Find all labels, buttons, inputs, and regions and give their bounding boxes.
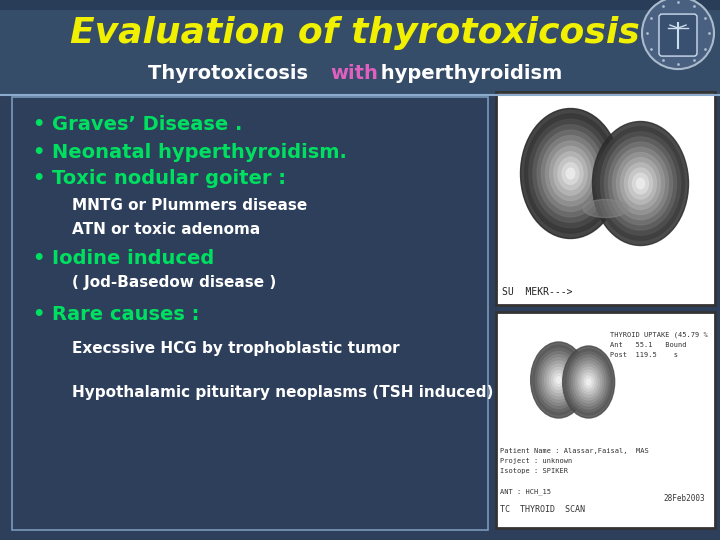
Text: •: • [32, 170, 45, 188]
Ellipse shape [571, 358, 606, 406]
Ellipse shape [562, 163, 579, 184]
Ellipse shape [558, 157, 583, 190]
Text: Graves’ Disease .: Graves’ Disease . [52, 116, 243, 134]
Text: ANT : HCH_15: ANT : HCH_15 [500, 488, 551, 495]
Ellipse shape [578, 367, 600, 397]
Text: 28Feb2003: 28Feb2003 [663, 494, 705, 503]
Ellipse shape [613, 147, 668, 220]
Text: Project : unknown: Project : unknown [500, 458, 572, 464]
Text: Hypothalamic pituitary neoplasms (TSH induced): Hypothalamic pituitary neoplasms (TSH in… [72, 384, 493, 400]
Ellipse shape [605, 137, 677, 230]
FancyBboxPatch shape [496, 92, 715, 305]
Ellipse shape [554, 374, 563, 386]
Bar [0, 0, 720, 94]
Ellipse shape [567, 168, 575, 179]
Ellipse shape [593, 122, 688, 246]
Ellipse shape [533, 125, 608, 222]
Ellipse shape [629, 168, 652, 199]
Text: Neonatal hyperthyroidism.: Neonatal hyperthyroidism. [52, 143, 347, 161]
Ellipse shape [541, 136, 600, 212]
Ellipse shape [576, 364, 602, 400]
Ellipse shape [542, 358, 575, 402]
Text: THYROID UPTAKE (45.79 %: THYROID UPTAKE (45.79 % [610, 332, 708, 339]
Ellipse shape [535, 348, 582, 411]
FancyBboxPatch shape [12, 97, 488, 530]
Ellipse shape [585, 376, 593, 388]
Ellipse shape [574, 361, 604, 403]
Text: SU  MEKR--->: SU MEKR---> [502, 287, 572, 297]
Text: hyperthyroidism: hyperthyroidism [374, 64, 562, 83]
Ellipse shape [632, 173, 649, 194]
Text: Patient Name : Alassar,Faisal,  MAS: Patient Name : Alassar,Faisal, MAS [500, 448, 649, 454]
Ellipse shape [546, 141, 595, 206]
Ellipse shape [580, 370, 598, 394]
Ellipse shape [547, 364, 570, 396]
Bar [0, 0, 720, 10]
Ellipse shape [549, 146, 591, 200]
Text: •: • [32, 116, 45, 134]
Text: Execssive HCG by trophoblastic tumor: Execssive HCG by trophoblastic tumor [72, 341, 400, 355]
Ellipse shape [557, 377, 561, 383]
FancyBboxPatch shape [496, 312, 715, 528]
Text: ( Jod-Basedow disease ): ( Jod-Basedow disease ) [72, 275, 276, 291]
Ellipse shape [531, 342, 587, 418]
Text: Toxic nodular goiter :: Toxic nodular goiter : [52, 170, 286, 188]
Ellipse shape [636, 178, 644, 188]
Text: MNTG or Plummers disease: MNTG or Plummers disease [72, 199, 307, 213]
Ellipse shape [582, 373, 595, 391]
Ellipse shape [564, 349, 613, 415]
Text: Ant   55.1   Bound: Ant 55.1 Bound [610, 342, 686, 348]
Ellipse shape [587, 379, 591, 385]
Text: Post  119.5    s: Post 119.5 s [610, 352, 678, 358]
Ellipse shape [537, 130, 604, 217]
Ellipse shape [600, 132, 680, 235]
Text: Evaluation of thyrotoxicosis: Evaluation of thyrotoxicosis [70, 16, 640, 50]
Circle shape [642, 0, 714, 69]
Text: ATN or toxic adenoma: ATN or toxic adenoma [72, 221, 260, 237]
Ellipse shape [608, 142, 672, 225]
Ellipse shape [552, 370, 566, 389]
Ellipse shape [624, 163, 657, 204]
Ellipse shape [544, 361, 572, 399]
Text: Isotope : SPIKER: Isotope : SPIKER [500, 468, 568, 474]
Text: TC  THYROID  SCAN: TC THYROID SCAN [500, 505, 585, 514]
Ellipse shape [533, 345, 585, 415]
FancyBboxPatch shape [659, 14, 697, 56]
Text: Thyrotoxicosis: Thyrotoxicosis [148, 64, 315, 83]
Ellipse shape [528, 119, 612, 228]
Ellipse shape [521, 109, 621, 239]
Text: Iodine induced: Iodine induced [52, 248, 215, 267]
Ellipse shape [538, 352, 580, 408]
Ellipse shape [621, 158, 660, 210]
Text: •: • [32, 143, 45, 161]
Ellipse shape [616, 152, 665, 214]
Ellipse shape [549, 367, 568, 393]
Text: Rare causes :: Rare causes : [52, 305, 199, 323]
Ellipse shape [567, 352, 611, 412]
Ellipse shape [596, 127, 685, 240]
Ellipse shape [554, 152, 588, 195]
Ellipse shape [562, 346, 615, 418]
Text: with: with [330, 64, 378, 83]
Text: •: • [32, 305, 45, 323]
Text: •: • [32, 248, 45, 267]
Ellipse shape [583, 199, 628, 218]
Ellipse shape [525, 114, 616, 233]
Ellipse shape [540, 355, 577, 406]
Ellipse shape [569, 355, 608, 409]
